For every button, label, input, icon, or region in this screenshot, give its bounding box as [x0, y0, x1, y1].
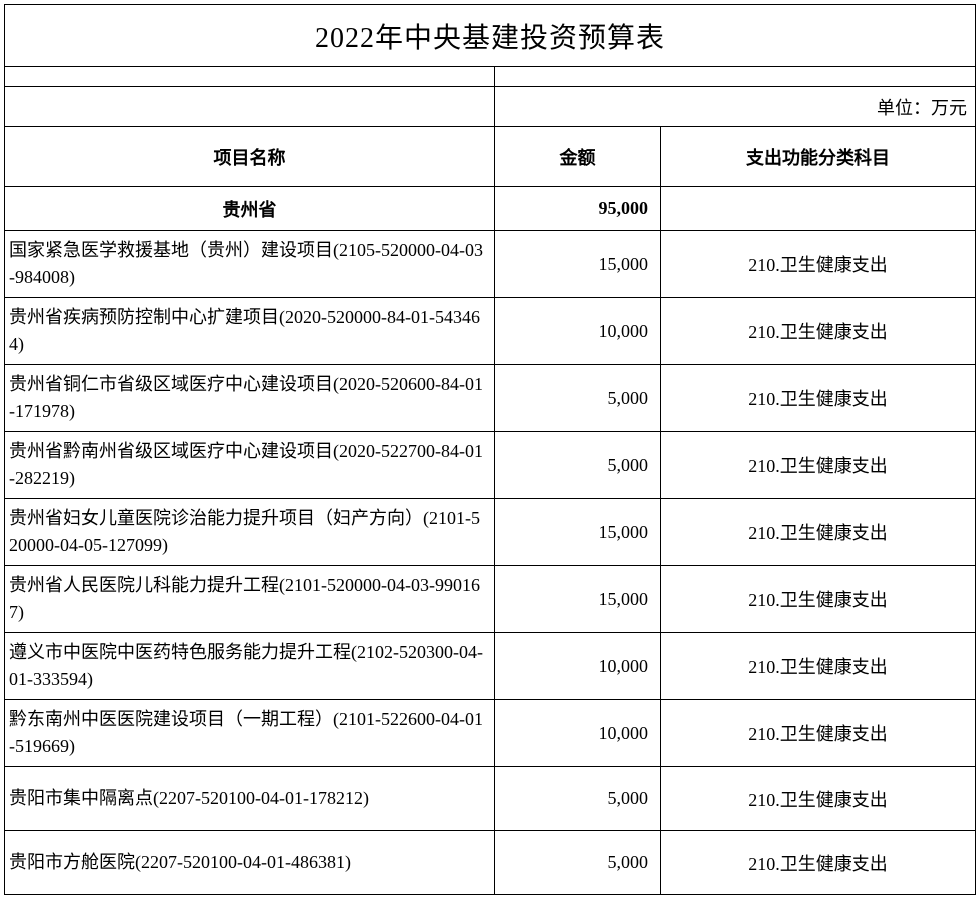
- blank-row: [5, 67, 976, 87]
- budget-table: 2022年中央基建投资预算表 单位：万元 项目名称 金额 支出功能分类科目 贵州…: [4, 4, 976, 895]
- col-header-name: 项目名称: [5, 127, 495, 187]
- blank-cell: [5, 67, 495, 87]
- project-name: 贵州省黔南州省级区域医疗中心建设项目(2020-522700-84-01-282…: [5, 432, 495, 499]
- project-amount: 10,000: [495, 633, 661, 700]
- project-amount: 5,000: [495, 767, 661, 831]
- project-amount: 5,000: [495, 432, 661, 499]
- province-category: [661, 187, 976, 231]
- table-row: 贵州省人民医院儿科能力提升工程(2101-520000-04-03-990167…: [5, 566, 976, 633]
- blank-cell: [5, 87, 495, 127]
- project-category: 210.卫生健康支出: [661, 831, 976, 895]
- unit-row: 单位：万元: [5, 87, 976, 127]
- project-name: 贵阳市集中隔离点(2207-520100-04-01-178212): [5, 767, 495, 831]
- blank-cell: [495, 67, 976, 87]
- table-title: 2022年中央基建投资预算表: [5, 5, 976, 67]
- project-category: 210.卫生健康支出: [661, 298, 976, 365]
- project-category: 210.卫生健康支出: [661, 365, 976, 432]
- project-name: 贵州省铜仁市省级区域医疗中心建设项目(2020-520600-84-01-171…: [5, 365, 495, 432]
- table-row: 贵州省黔南州省级区域医疗中心建设项目(2020-522700-84-01-282…: [5, 432, 976, 499]
- province-row: 贵州省 95,000: [5, 187, 976, 231]
- province-total: 95,000: [495, 187, 661, 231]
- project-name: 贵州省疾病预防控制中心扩建项目(2020-520000-84-01-543464…: [5, 298, 495, 365]
- project-name: 国家紧急医学救援基地（贵州）建设项目(2105-520000-04-03-984…: [5, 231, 495, 298]
- table-row: 贵阳市集中隔离点(2207-520100-04-01-178212)5,0002…: [5, 767, 976, 831]
- project-amount: 15,000: [495, 231, 661, 298]
- project-amount: 15,000: [495, 499, 661, 566]
- project-name: 遵义市中医院中医药特色服务能力提升工程(2102-520300-04-01-33…: [5, 633, 495, 700]
- table-row: 贵州省铜仁市省级区域医疗中心建设项目(2020-520600-84-01-171…: [5, 365, 976, 432]
- table-row: 国家紧急医学救援基地（贵州）建设项目(2105-520000-04-03-984…: [5, 231, 976, 298]
- title-row: 2022年中央基建投资预算表: [5, 5, 976, 67]
- project-name: 贵阳市方舱医院(2207-520100-04-01-486381): [5, 831, 495, 895]
- table-row: 贵州省妇女儿童医院诊治能力提升项目（妇产方向）(2101-520000-04-0…: [5, 499, 976, 566]
- project-category: 210.卫生健康支出: [661, 767, 976, 831]
- project-category: 210.卫生健康支出: [661, 566, 976, 633]
- project-name: 贵州省妇女儿童医院诊治能力提升项目（妇产方向）(2101-520000-04-0…: [5, 499, 495, 566]
- project-amount: 5,000: [495, 831, 661, 895]
- project-amount: 10,000: [495, 298, 661, 365]
- province-name: 贵州省: [5, 187, 495, 231]
- header-row: 项目名称 金额 支出功能分类科目: [5, 127, 976, 187]
- project-amount: 10,000: [495, 700, 661, 767]
- project-category: 210.卫生健康支出: [661, 432, 976, 499]
- unit-label: 单位：万元: [495, 87, 976, 127]
- project-category: 210.卫生健康支出: [661, 700, 976, 767]
- col-header-category: 支出功能分类科目: [661, 127, 976, 187]
- table-row: 黔东南州中医医院建设项目（一期工程）(2101-522600-04-01-519…: [5, 700, 976, 767]
- table-row: 贵州省疾病预防控制中心扩建项目(2020-520000-84-01-543464…: [5, 298, 976, 365]
- project-category: 210.卫生健康支出: [661, 499, 976, 566]
- project-amount: 5,000: [495, 365, 661, 432]
- project-name: 贵州省人民医院儿科能力提升工程(2101-520000-04-03-990167…: [5, 566, 495, 633]
- col-header-amount: 金额: [495, 127, 661, 187]
- table-row: 遵义市中医院中医药特色服务能力提升工程(2102-520300-04-01-33…: [5, 633, 976, 700]
- project-amount: 15,000: [495, 566, 661, 633]
- project-category: 210.卫生健康支出: [661, 231, 976, 298]
- project-name: 黔东南州中医医院建设项目（一期工程）(2101-522600-04-01-519…: [5, 700, 495, 767]
- project-category: 210.卫生健康支出: [661, 633, 976, 700]
- table-row: 贵阳市方舱医院(2207-520100-04-01-486381)5,00021…: [5, 831, 976, 895]
